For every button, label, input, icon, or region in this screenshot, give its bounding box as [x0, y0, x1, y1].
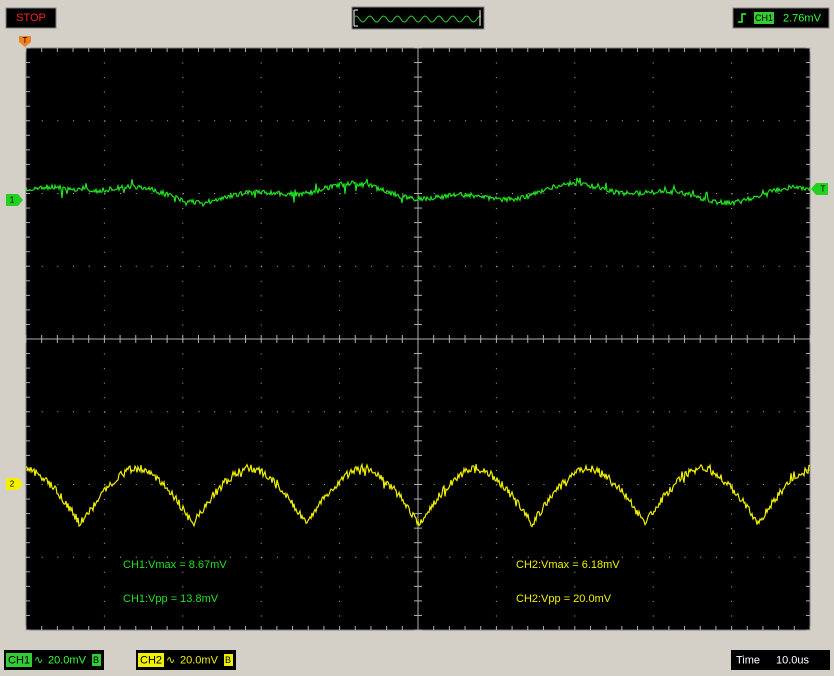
overview-box[interactable]: [351, 6, 485, 30]
measurement: CH1:Vmax = 8.67mV: [123, 559, 227, 571]
ch1-bw-box: [92, 654, 101, 666]
trigger-channel: CH1: [755, 13, 773, 23]
trigger-level-label: T: [821, 185, 826, 194]
ch2-name: CH2: [140, 654, 162, 666]
ch2-name-box: [138, 653, 164, 667]
ch1-marker-label: 1: [10, 196, 15, 205]
ch2-marker-label: 2: [10, 480, 15, 489]
status[interactable]: STOP: [16, 12, 46, 24]
status-box[interactable]: [5, 7, 57, 29]
status-bar: [0, 646, 834, 676]
overview-window: [353, 9, 481, 27]
measurement: CH2:Vmax = 6.18mV: [516, 559, 620, 571]
trigger-level: 2.76mV: [783, 12, 822, 24]
ch1-scale: 20.0mV: [48, 654, 87, 666]
trigger-edge-icon: [738, 13, 746, 23]
ch2-coupling: ∿: [166, 654, 175, 666]
ch2-scale: 20.0mV: [180, 654, 219, 666]
ch2-bw-box: [224, 654, 233, 666]
trigger-level-marker[interactable]: [811, 183, 828, 195]
ch1-name-box: [6, 653, 32, 667]
time-scale: 10.0us: [776, 654, 810, 666]
ch2-marker[interactable]: [6, 478, 23, 490]
ch1-coupling: ∿: [34, 654, 43, 666]
trigger-channel-box: [754, 12, 774, 24]
time-status[interactable]: [731, 650, 830, 670]
measurement: CH2:Vpp = 20.0mV: [516, 593, 612, 605]
ch1-marker[interactable]: [6, 194, 23, 206]
measurement: CH1:Vpp = 13.8mV: [123, 593, 219, 605]
time-label: Time: [736, 654, 760, 666]
trigger-position-label: T: [23, 36, 28, 45]
ch2-waveform: [25, 462, 811, 528]
trigger-position-marker[interactable]: [19, 36, 31, 47]
grid: [25, 47, 811, 631]
ch1-bandwidth: B: [93, 655, 99, 665]
overview-wave: [354, 15, 482, 23]
ch1-name: CH1: [8, 654, 30, 666]
ch1-waveform: [25, 177, 811, 208]
ch2-bandwidth: B: [225, 655, 231, 665]
